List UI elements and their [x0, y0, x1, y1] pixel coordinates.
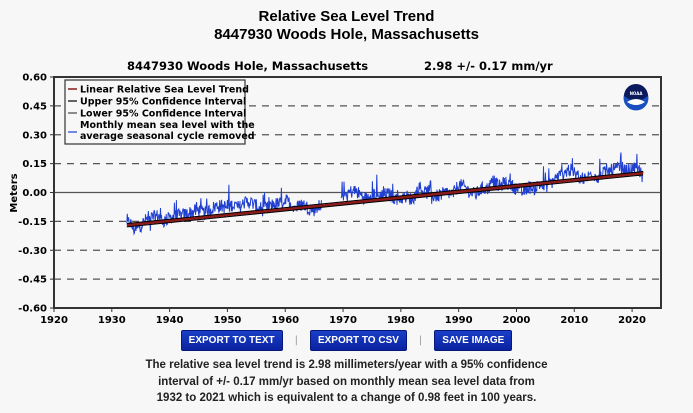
separator: | [418, 335, 423, 346]
linear-trend-line [126, 172, 644, 227]
legend-label-lower: Lower 95% Confidence Interval [80, 109, 246, 120]
y-tick-label: 0.30 [22, 130, 47, 141]
x-tick-label: 2010 [560, 315, 588, 326]
x-tick-label: 1930 [98, 315, 126, 326]
y-tick-label: -0.15 [18, 217, 47, 228]
x-tick-label: 1970 [329, 315, 357, 326]
y-tick-label: 0.60 [22, 73, 47, 84]
x-tick-label: 2020 [618, 315, 646, 326]
plot-frame [53, 76, 662, 309]
x-tick-label: 1960 [271, 315, 299, 326]
y-axis-label: Meters [9, 173, 20, 212]
legend-label-upper: Upper 95% Confidence Interval [80, 97, 246, 108]
sea-level-chart: 0.60 0.45 0.30 0.15 0.00 -0.15 -0.30 -0.45 -0.60… [9, 73, 662, 326]
upper-confidence-line [126, 171, 644, 225]
export-toolbar: EXPORT TO TEXT | EXPORT TO CSV | SAVE IM… [0, 330, 693, 351]
x-tick-label: 1940 [156, 315, 184, 326]
y-tick-label: -0.30 [18, 246, 47, 257]
x-axis: 1920 1930 1940 1950 1960 1970 1980 1990 2000 2010… [40, 308, 646, 326]
separator: | [294, 335, 298, 346]
x-tick-label: 1980 [387, 315, 415, 326]
noaa-logo-text: NOAA [630, 91, 644, 96]
description-line: 1932 to 2021 which is equivalent to a ch… [156, 392, 537, 404]
y-tick-label: 0.15 [22, 159, 47, 170]
y-tick-label: 0.45 [22, 101, 47, 112]
save-image-button[interactable]: SAVE IMAGE [434, 330, 513, 351]
x-tick-label: 2000 [503, 315, 531, 326]
legend: Linear Relative Sea Level Trend Upper 95… [64, 79, 255, 145]
y-tick-label: -0.45 [18, 275, 47, 286]
y-tick-label: -0.60 [18, 304, 47, 315]
chart-title: Relative Sea Level Trend [258, 8, 435, 25]
lower-confidence-line [126, 174, 644, 228]
rate-label: 2.98 +/- 0.17 mm/yr [424, 59, 553, 73]
legend-label-trend: Linear Relative Sea Level Trend [80, 85, 249, 96]
y-axis: 0.60 0.45 0.30 0.15 0.00 -0.15 -0.30 -0.45 -0.60 [18, 73, 54, 315]
x-tick-label: 1950 [214, 315, 242, 326]
chart-subtitle: 8447930 Woods Hole, Massachusetts [214, 26, 479, 43]
export-to-text-button[interactable]: EXPORT TO TEXT [180, 330, 283, 351]
station-label: 8447930 Woods Hole, Massachusetts [127, 59, 369, 73]
legend-label-monthly-2: average seasonal cycle removed [80, 131, 255, 142]
trend-description: The relative sea level trend is 2.98 mil… [0, 357, 693, 407]
description-line: The relative sea level trend is 2.98 mil… [145, 359, 548, 371]
legend-box [64, 79, 246, 145]
x-tick-label: 1920 [40, 315, 68, 326]
noaa-logo: NOAA [622, 84, 650, 112]
export-to-csv-button[interactable]: EXPORT TO CSV [309, 330, 407, 351]
x-tick-label: 1990 [445, 315, 473, 326]
legend-label-monthly: Monthly mean sea level with the [80, 120, 255, 131]
y-tick-label: 0.00 [22, 188, 47, 199]
description-line: interval of +/- 0.17 mm/yr based on mont… [158, 375, 535, 388]
trend-lines [126, 171, 644, 228]
